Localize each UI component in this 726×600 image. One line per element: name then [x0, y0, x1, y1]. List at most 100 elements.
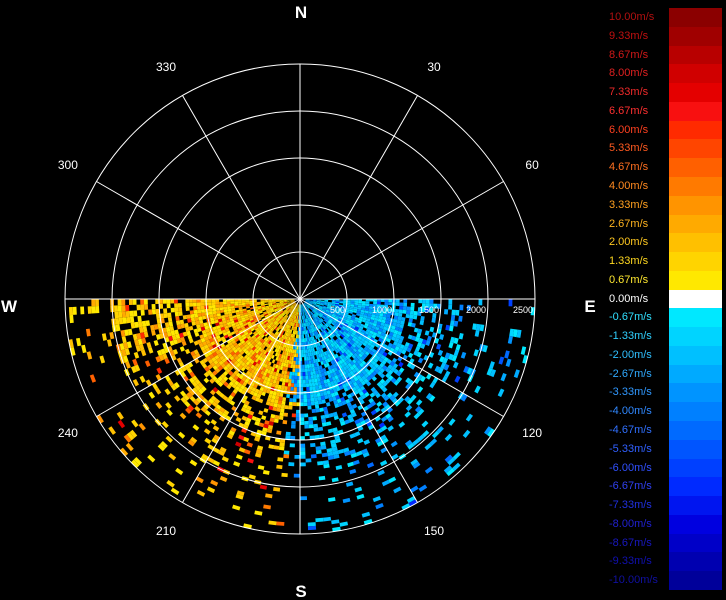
velocity-cell: [223, 304, 228, 308]
velocity-cell: [316, 334, 319, 339]
velocity-cell: [479, 324, 485, 332]
velocity-cell: [344, 313, 349, 317]
velocity-cell: [292, 318, 295, 323]
velocity-cell: [473, 349, 479, 357]
velocity-cell: [317, 381, 322, 386]
velocity-cell: [322, 308, 327, 311]
velocity-cell: [368, 363, 375, 369]
velocity-cell: [285, 378, 289, 383]
velocity-cell: [285, 351, 289, 357]
velocity-cell: [350, 378, 356, 384]
velocity-cell: [330, 439, 336, 445]
velocity-cell: [497, 388, 505, 398]
velocity-cell: [195, 412, 203, 419]
velocity-cell: [448, 342, 454, 349]
velocity-cell: [343, 324, 348, 328]
velocity-cell: [212, 307, 217, 312]
legend-label: 8.00m/s: [609, 67, 649, 80]
velocity-cell: [309, 435, 315, 440]
velocity-cell: [360, 380, 366, 386]
velocity-cell: [196, 302, 201, 307]
velocity-cell: [328, 330, 333, 334]
velocity-cell: [200, 302, 205, 306]
velocity-cell: [371, 314, 376, 318]
velocity-cell: [354, 366, 360, 372]
velocity-cell: [369, 299, 374, 302]
velocity-cell: [297, 353, 300, 358]
velocity-cell: [297, 330, 299, 335]
velocity-cell: [246, 442, 253, 448]
legend-swatch: [669, 402, 722, 422]
velocity-cell: [277, 365, 281, 370]
velocity-cell: [303, 302, 307, 306]
velocity-cell: [290, 424, 296, 429]
velocity-cell: [215, 307, 220, 311]
velocity-cell: [281, 381, 286, 387]
velocity-cell: [278, 349, 282, 354]
velocity-cell: [351, 314, 357, 318]
velocity-cell: [343, 356, 348, 362]
velocity-cell: [285, 332, 288, 337]
velocity-cell: [417, 408, 425, 416]
velocity-cell: [347, 314, 352, 318]
velocity-cell: [302, 338, 305, 343]
velocity-cell: [304, 364, 308, 369]
velocity-cell: [293, 356, 296, 361]
velocity-cell: [106, 339, 113, 347]
velocity-cell: [197, 309, 202, 314]
velocity-cell: [347, 414, 353, 420]
legend-swatch: [669, 289, 722, 309]
velocity-cell: [379, 349, 385, 355]
velocity-cell: [357, 307, 362, 310]
velocity-cell: [81, 344, 87, 354]
velocity-cell: [387, 308, 392, 312]
velocity-cell: [301, 312, 303, 316]
velocity-cell: [155, 401, 163, 409]
velocity-cell: [343, 386, 349, 392]
velocity-cell: [305, 318, 307, 323]
velocity-cell: [346, 326, 351, 330]
velocity-cell: [331, 477, 339, 483]
velocity-cell: [300, 304, 301, 309]
velocity-cell: [296, 345, 299, 350]
legend-row: -7.33m/s: [607, 496, 722, 515]
velocity-cell: [314, 335, 318, 340]
velocity-cell: [314, 366, 318, 371]
velocity-cell: [439, 356, 445, 363]
velocity-cell: [487, 428, 495, 438]
legend-row: 2.67m/s: [607, 214, 722, 234]
velocity-cell: [114, 311, 119, 319]
velocity-cell: [210, 479, 219, 487]
velocity-cell: [367, 313, 372, 317]
velocity-cell: [295, 307, 298, 312]
velocity-cell: [292, 349, 295, 354]
velocity-cell: [331, 351, 335, 356]
velocity-cell: [365, 337, 371, 342]
velocity-cell: [346, 302, 351, 305]
velocity-cell: [68, 306, 74, 316]
velocity-cell: [330, 360, 335, 365]
legend-row: -0.67m/s: [607, 308, 722, 328]
velocity-cell: [395, 302, 400, 306]
velocity-cell: [458, 333, 464, 340]
velocity-cell: [311, 310, 315, 314]
velocity-cell: [314, 378, 318, 383]
velocity-cell: [332, 326, 337, 331]
velocity-cell: [343, 300, 347, 303]
legend-label: 3.33m/s: [609, 198, 649, 211]
velocity-cell: [387, 334, 393, 340]
velocity-cell: [299, 304, 300, 309]
velocity-cell: [373, 329, 379, 334]
velocity-cell: [273, 375, 278, 381]
velocity-cell: [289, 337, 292, 342]
velocity-cell: [297, 304, 299, 309]
velocity-cell: [146, 342, 152, 349]
velocity-cell: [421, 303, 426, 308]
velocity-cell: [319, 392, 325, 397]
velocity-cell: [320, 441, 326, 447]
legend-swatch: [669, 270, 722, 290]
velocity-cell: [331, 302, 336, 304]
velocity-cell: [368, 332, 373, 337]
velocity-cell: [307, 325, 310, 330]
velocity-cell: [319, 318, 323, 322]
